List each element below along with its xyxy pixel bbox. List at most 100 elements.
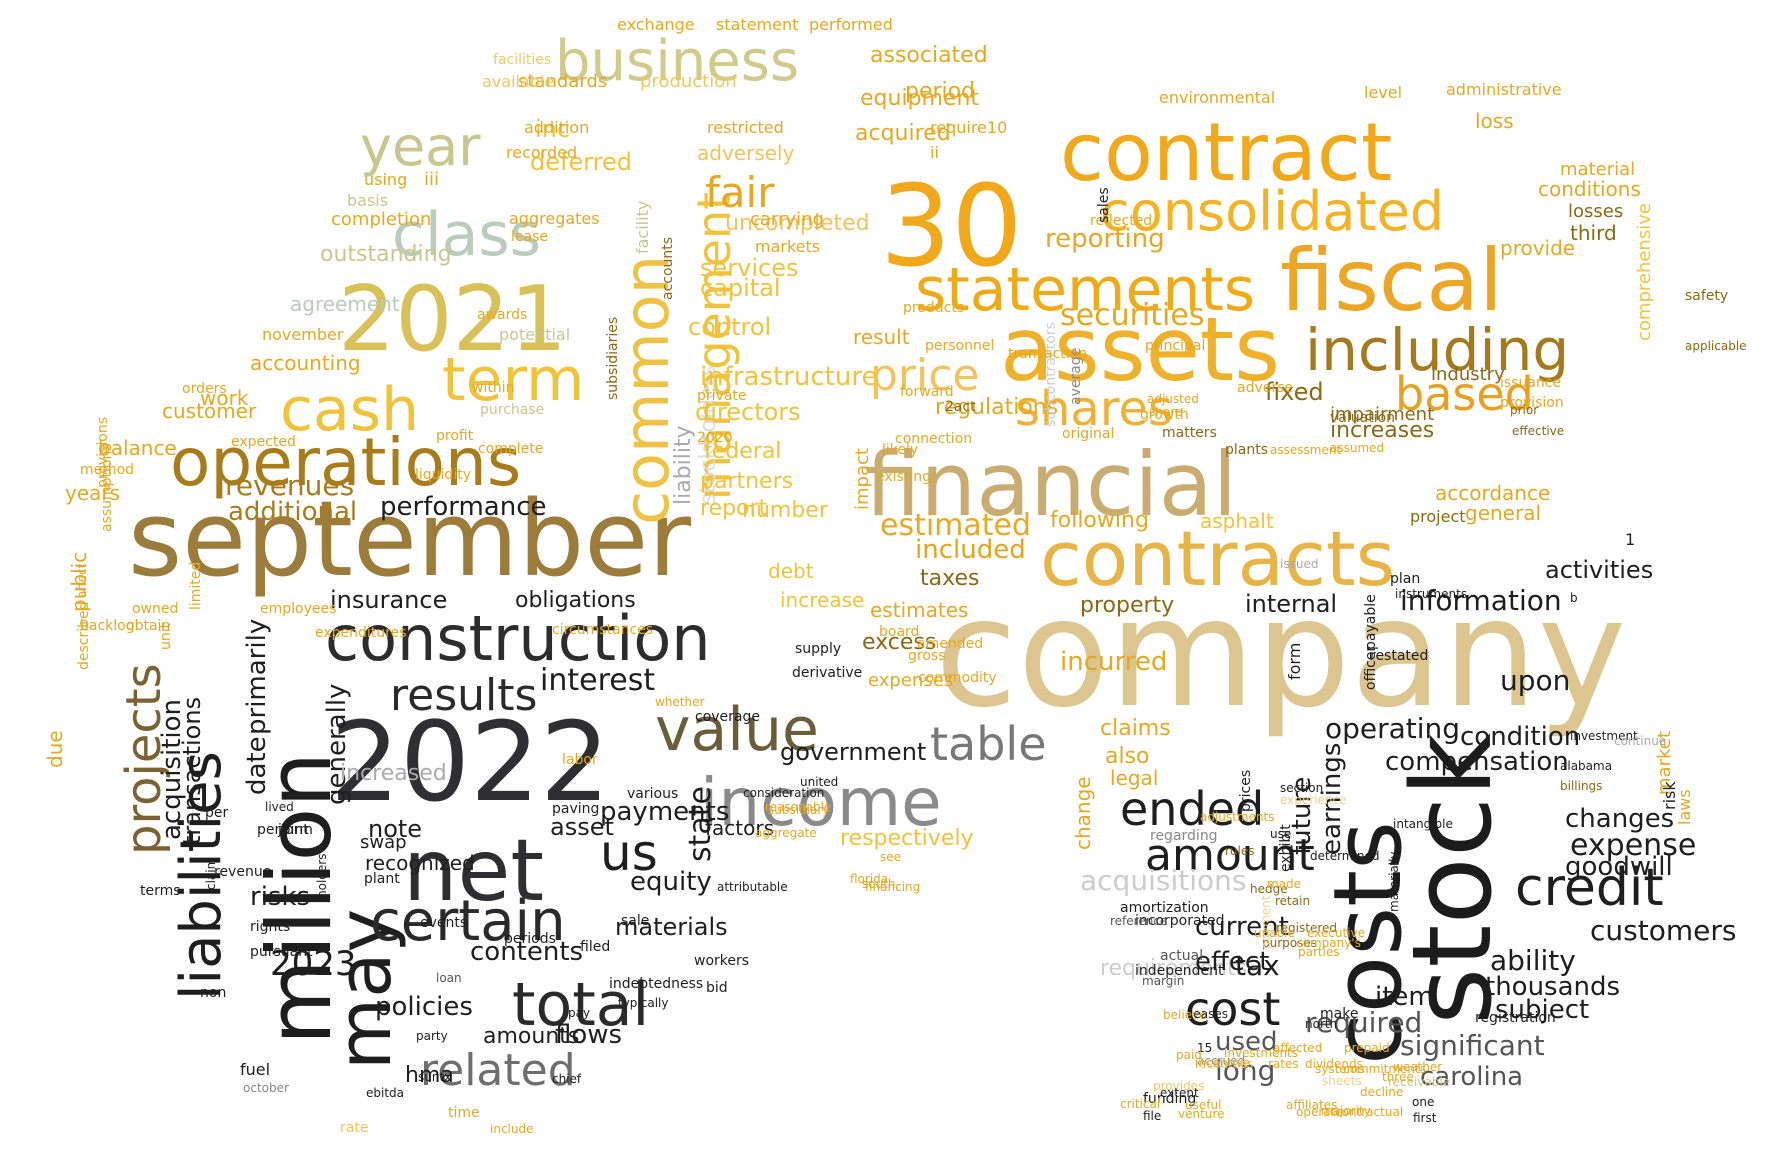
word-original: original [1062,426,1114,442]
word-alabama: alabama [1560,759,1612,773]
word-report: report [700,496,768,521]
word-lease: lease [511,229,548,245]
word-materially: materially [1387,851,1401,912]
word-november: november [262,325,344,344]
word-additional: additional [228,497,357,527]
word-interest: interest [540,663,655,698]
word-attributable: attributable [717,880,788,894]
word-decline: decline [1360,1085,1403,1099]
word-equity: equity [630,867,712,897]
word-costs: costs [1314,821,1423,1065]
word-reasonable: reasonable [765,800,831,814]
word-used: used [1215,1027,1278,1057]
word-ebitda: ebitda [366,1086,404,1100]
word-management: management [687,192,741,500]
word-resources: resources [1195,1057,1253,1071]
word-provide: provide [1500,236,1575,260]
word-gross: gross [908,648,946,664]
word-south: south [862,877,896,891]
word-period: period [905,79,975,104]
word-production: production [640,71,737,92]
word-activities: activities [1545,556,1653,584]
word-insurance: insurance [330,586,447,614]
word-earnings: earnings [1317,743,1347,855]
word-assumptions: assumptions [99,443,115,532]
word-valuation: valuation [1330,410,1395,426]
word-contracts: contracts [1040,514,1395,603]
word-estimated: estimated [880,508,1031,543]
word-increase: increase [780,588,864,612]
word-per: per [205,805,229,821]
word-made: made [1267,877,1301,891]
word-indebtedness: indebtedness [609,976,703,992]
word-material: material [1560,159,1635,180]
word-cost: cost [1185,982,1280,1036]
word-extent: extent [1160,1086,1199,1100]
word-payment: payment [1259,895,1273,949]
word-available: available [482,72,554,91]
word-actual: actual [1160,948,1203,964]
word-work: work [200,386,249,410]
word-plan: plan [1390,571,1420,587]
word-us: us [600,824,658,882]
word-provides: provides [1153,1079,1204,1093]
word-general: general [1465,501,1541,525]
word-described: described [76,601,92,670]
word-rate: rate [340,1120,368,1136]
word-restricted: restricted [707,118,784,137]
word-related: related [420,1045,576,1096]
word-materials: materials [615,913,728,941]
word-unit: unit [158,622,174,650]
word-provision: provision [1500,395,1564,411]
word-assumed: assumed [1330,441,1384,455]
word-accrued: accrued [1197,1054,1245,1068]
word-non: non [200,985,226,1001]
word-basis: basis [347,191,388,210]
word-incorporated: incorporated [1135,913,1225,929]
word-amounts: amounts [483,1024,579,1049]
word-public: public [67,552,91,612]
word-plants: plants [1225,442,1268,458]
word-deferred: deferred [530,148,632,176]
word-ended: ended [1120,782,1264,836]
word-accounting: accounting [250,351,361,375]
word-standards: standards [518,71,607,92]
word-unable: unable [1254,926,1295,940]
word-2act: 2act [945,399,976,415]
word-outstanding: outstanding [320,242,452,267]
word-equipment: equipment [860,86,979,111]
word-iii: iii [424,169,439,190]
word-dividends: dividends [1305,1057,1363,1071]
word-ii: ii [930,143,939,162]
word-administrative: administrative [1446,80,1562,99]
word-factors: factors [705,816,774,840]
word-systems: systems [1315,1062,1365,1076]
word-supply: supply [795,641,841,657]
word-coverage: coverage [695,709,760,725]
word-accordance: accordance [1435,481,1550,505]
word-results: results [390,670,537,721]
word-intangible: intangible [1393,817,1453,831]
word-payments: payments [600,797,729,827]
word-various: various [627,786,678,802]
word-contract: contract [1060,106,1392,199]
word-workers: workers [694,953,749,969]
word-useful: useful [1185,1098,1221,1112]
word-existing: existing [876,469,931,485]
word-safety: safety [1685,288,1728,304]
word-three: three [1382,1070,1414,1084]
word-requirements: requirements [1100,956,1247,981]
word-change: change [1071,776,1095,850]
word-north: north [1305,1017,1337,1031]
word-transaction: transaction [1008,346,1087,362]
word-business: business [555,29,799,94]
word-method: method [80,462,134,478]
word-recorded: recorded [506,143,577,162]
word-billings: billings [1560,779,1602,793]
word-acquisitions: acquisitions [1080,864,1246,897]
word-reference: reference [1110,914,1167,928]
word-commitments: commitments [1343,1062,1426,1076]
word-principal: principal [1145,338,1205,354]
word-october: october [243,1081,289,1095]
word-long: long [1215,1054,1275,1087]
